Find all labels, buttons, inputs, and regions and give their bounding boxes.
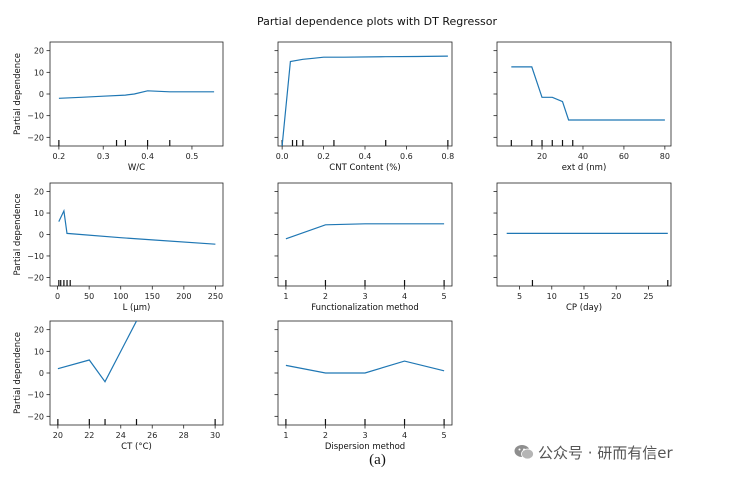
x-tick-label: 20 <box>611 292 621 301</box>
x-tick-label: 15 <box>579 292 589 301</box>
x-tick-label: 5 <box>517 292 522 301</box>
axes-frame <box>496 182 672 287</box>
axes-frame <box>277 182 453 287</box>
x-tick-label: 4 <box>402 431 407 440</box>
pd-line <box>57 321 138 383</box>
x-tick-label: 4 <box>402 292 407 301</box>
y-tick-label: −20 <box>27 133 44 142</box>
y-tick-label: −10 <box>27 112 44 121</box>
x-tick-label: 150 <box>145 292 160 301</box>
y-tick-label: 20 <box>34 47 44 56</box>
x-tick-label: 0.4 <box>359 152 372 161</box>
x-axis-label: Functionalization method <box>311 303 419 313</box>
y-tick-label: −10 <box>27 391 44 400</box>
x-tick-label: 2 <box>323 431 328 440</box>
x-tick-label: 200 <box>176 292 191 301</box>
y-tick-label: −10 <box>27 252 44 261</box>
x-tick-label: 2 <box>323 292 328 301</box>
y-axis-label: Partial dependence <box>13 194 23 276</box>
x-tick-label: 100 <box>113 292 128 301</box>
y-tick-label: 0 <box>39 231 44 240</box>
pd-line <box>285 223 445 240</box>
x-axis-label: CP (day) <box>566 303 602 313</box>
x-tick-label: 0.2 <box>53 152 66 161</box>
axes-frame <box>496 41 672 147</box>
x-axis-label: L (μm) <box>123 303 151 313</box>
pd-panel-5: 1 2 3 4 5 Functionalization method <box>274 182 453 313</box>
x-tick-label: 25 <box>643 292 653 301</box>
x-tick-label: 28 <box>179 431 189 440</box>
pd-line <box>58 208 216 245</box>
y-axis-label: Partial dependence <box>13 53 23 135</box>
x-axis-label: CNT Content (%) <box>329 163 400 173</box>
pd-panel-8: 1 2 3 4 5 Dispersion method <box>274 320 453 452</box>
y-axis-label: Partial dependence <box>13 332 23 414</box>
x-tick-label: 250 <box>208 292 223 301</box>
x-tick-label: 0.3 <box>97 152 110 161</box>
x-tick-label: 24 <box>116 431 126 440</box>
x-tick-label: 50 <box>84 292 94 301</box>
y-tick-label: −20 <box>27 273 44 282</box>
watermark-text: 公众号 · 研而有信er <box>538 443 673 462</box>
x-tick-label: 26 <box>147 431 157 440</box>
pd-line <box>511 66 665 121</box>
axes-frame <box>49 320 224 426</box>
x-tick-label: 20 <box>537 152 547 161</box>
x-tick-label: 3 <box>362 431 367 440</box>
x-tick-label: 80 <box>660 152 670 161</box>
pd-panel-7: −20 −10 0 10 20 20 22 24 26 28 30 CT (°C) Partial de… <box>13 320 224 452</box>
wechat-icon <box>514 445 534 460</box>
x-tick-label: 0.0 <box>276 152 289 161</box>
pd-line <box>285 360 445 374</box>
pd-panel-1: −20 −10 0 10 20 0.2 0.3 0.4 0.5 W/C Partial depend… <box>13 41 224 173</box>
figure-caption: (a) <box>369 452 386 468</box>
watermark: 公众号 · 研而有信er <box>514 441 673 463</box>
x-axis-label: ext d (nm) <box>562 163 607 173</box>
x-tick-label: 40 <box>578 152 588 161</box>
x-tick-label: 20 <box>53 431 63 440</box>
x-tick-label: 0 <box>55 292 60 301</box>
x-axis-label: Dispersion method <box>325 442 405 452</box>
x-tick-label: 10 <box>547 292 557 301</box>
x-tick-label: 1 <box>283 292 288 301</box>
x-tick-label: 22 <box>84 431 94 440</box>
pd-line <box>281 55 448 146</box>
x-tick-label: 0.8 <box>441 152 454 161</box>
y-tick-label: 20 <box>34 326 44 335</box>
x-tick-label: 5 <box>442 292 447 301</box>
x-tick-label: 1 <box>283 431 288 440</box>
pd-panel-3: 20 40 60 80 ext d (nm) <box>493 41 672 173</box>
x-tick-label: 0.5 <box>186 152 199 161</box>
y-tick-label: −20 <box>27 412 44 421</box>
x-tick-label: 60 <box>619 152 629 161</box>
pd-panel-2: 0.0 0.2 0.4 0.6 0.8 CNT Content (%) <box>274 41 454 173</box>
x-tick-label: 0.2 <box>317 152 330 161</box>
y-tick-label: 0 <box>39 90 44 99</box>
x-tick-label: 5 <box>442 431 447 440</box>
pd-panel-6: 5 10 15 20 25 CP (day) <box>493 182 672 313</box>
x-axis-label: W/C <box>128 163 145 173</box>
x-tick-label: 3 <box>362 292 367 301</box>
figure-suptitle: Partial dependence plots with DT Regress… <box>257 15 498 28</box>
x-tick-label: 0.4 <box>141 152 154 161</box>
x-axis-label: CT (°C) <box>121 442 152 452</box>
y-tick-label: 20 <box>34 188 44 197</box>
y-tick-label: 0 <box>39 369 44 378</box>
y-tick-label: 10 <box>34 209 44 218</box>
x-tick-label: 0.6 <box>400 152 413 161</box>
y-tick-label: 10 <box>34 68 44 77</box>
y-tick-label: 10 <box>34 347 44 356</box>
axes-frame <box>277 41 453 147</box>
x-tick-label: 30 <box>210 431 220 440</box>
pd-line <box>58 90 215 99</box>
